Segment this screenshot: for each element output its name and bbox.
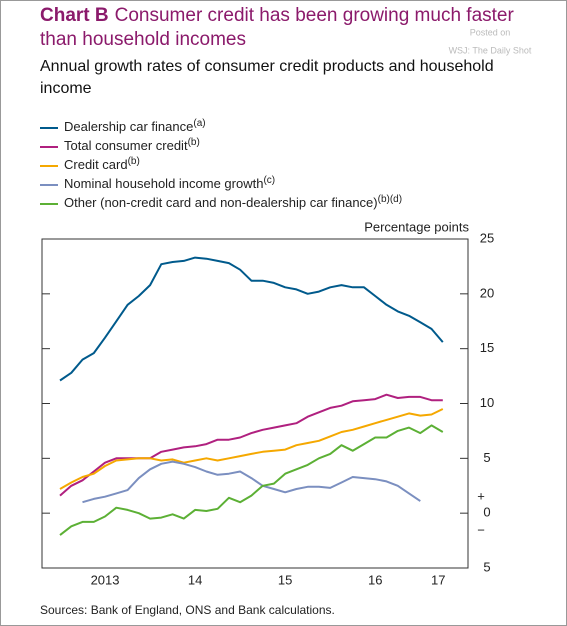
series-line	[59, 424, 444, 536]
legend-label: Credit card	[64, 157, 128, 172]
series-line	[59, 393, 443, 497]
x-tick-label: 15	[278, 572, 292, 587]
legend-label: Dealership car finance	[64, 119, 193, 134]
watermark: WSJ: The Daily Shot	[449, 45, 532, 55]
watermark: Posted on	[470, 27, 511, 37]
title-block: Chart B Consumer credit has been growing …	[40, 4, 540, 52]
y-tick-label: 5	[483, 450, 490, 465]
series-line	[59, 408, 444, 490]
series-line	[59, 256, 444, 382]
legend-label: Total consumer credit	[64, 138, 188, 153]
chart-subtitle: Annual growth rates of consumer credit p…	[40, 58, 494, 97]
x-tick-label: 2013	[91, 572, 120, 587]
y-tick-label: 5	[483, 559, 490, 574]
chart-title: Consumer credit has been growing much fa…	[40, 5, 514, 50]
legend-footnote: (a)	[193, 118, 205, 129]
x-tick-label: 16	[368, 572, 382, 587]
legend-entry: Nominal household income growth(c)	[64, 175, 275, 192]
legend-entry: Dealership car finance(a)	[64, 118, 206, 135]
y-axis-label: Percentage points	[364, 219, 469, 234]
sign-label: −	[477, 522, 485, 537]
legend-label: Nominal household income growth	[64, 176, 263, 191]
series-line	[82, 460, 421, 504]
legend-entry: Total consumer credit(b)	[64, 137, 200, 154]
legend-entry: Credit card(b)	[64, 156, 140, 173]
source-note: Sources: Bank of England, ONS and Bank c…	[40, 603, 335, 617]
y-tick-label: 20	[480, 285, 494, 300]
legend-footnote: (c)	[263, 175, 275, 186]
y-tick-label: 25	[480, 230, 494, 245]
x-tick-label: 17	[431, 572, 445, 587]
legend-entry: Other (non-credit card and non-dealershi…	[64, 194, 402, 211]
sign-label: +	[477, 488, 485, 503]
legend-label: Other (non-credit card and non-dealershi…	[64, 195, 378, 210]
legend-footnote: (b)(d)	[378, 194, 402, 205]
legend-footnote: (b)	[188, 137, 200, 148]
plot-frame	[41, 238, 469, 569]
legend-footnote: (b)	[128, 156, 140, 167]
chart-label: Chart B	[40, 5, 109, 26]
x-tick-label: 14	[188, 572, 202, 587]
y-tick-label: 0	[483, 505, 490, 520]
y-tick-label: 10	[480, 395, 494, 410]
y-tick-label: 15	[480, 340, 494, 355]
